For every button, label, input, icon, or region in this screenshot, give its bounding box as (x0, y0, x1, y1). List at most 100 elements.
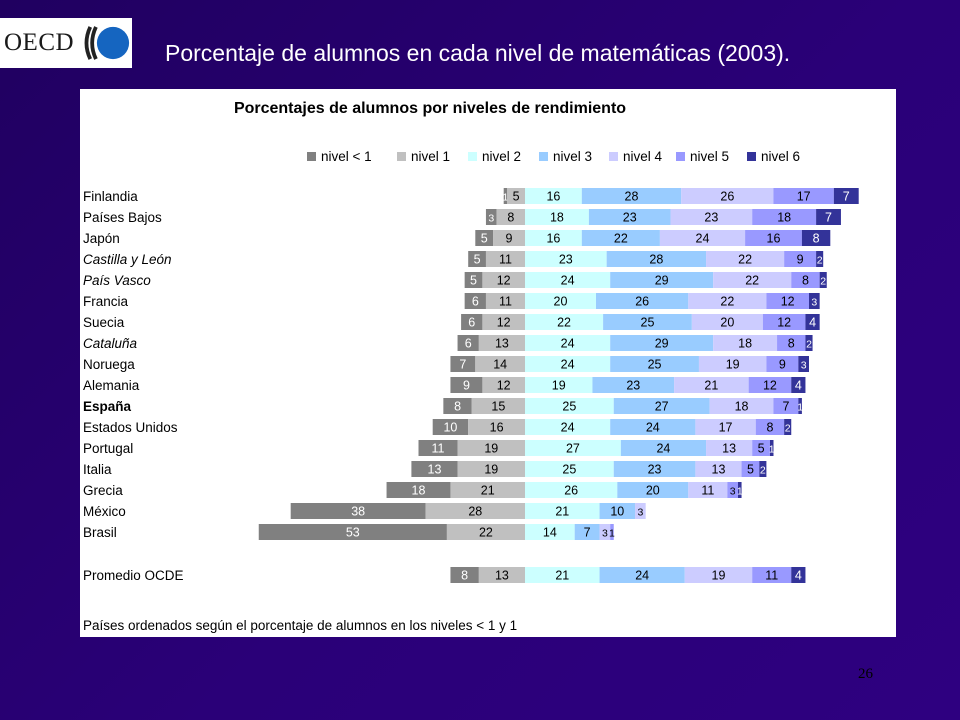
legend-swatch-3 (539, 152, 548, 161)
bar-segment-level-2 (525, 482, 618, 498)
bar-segment-level-0 (450, 356, 476, 372)
bar-segment-level-1 (468, 419, 525, 435)
bar-value-label: 3 (637, 507, 643, 519)
bar-segment-level-6 (816, 209, 841, 225)
chart-row: Italia 13 19 25 23 13 5 2 (83, 461, 767, 477)
bar-value-label: 21 (555, 569, 569, 583)
category-label: México (83, 504, 126, 519)
bar-segment-level-1 (475, 356, 525, 372)
legend-swatch-6 (747, 152, 756, 161)
bar-segment-level-3 (617, 482, 689, 498)
chart-row: Castilla y León 5 11 23 28 22 9 2 (83, 251, 824, 267)
bar-segment-level-2 (525, 398, 614, 414)
bar-segment-level-6 (738, 482, 742, 498)
bar-value-label: 13 (722, 442, 736, 456)
bar-value-label: 22 (479, 526, 493, 540)
bar-segment-level-5 (752, 567, 792, 583)
bar-value-label: 24 (561, 358, 575, 372)
bar-segment-level-3 (581, 188, 682, 204)
bar-value-label: 2 (785, 423, 791, 435)
bar-value-label: 11 (765, 569, 778, 583)
bar-segment-level-3 (599, 567, 685, 583)
bar-value-label: 24 (561, 337, 575, 351)
bar-value-label: 21 (555, 505, 569, 519)
bar-value-label: 7 (459, 358, 466, 372)
chart-panel: Porcentajes de alumnos por niveles de re… (80, 89, 896, 637)
bar-segment-level-2 (525, 209, 589, 225)
chart-row: Países Bajos 3 8 18 23 23 18 7 (83, 209, 841, 225)
category-label: Japón (83, 231, 120, 246)
bar-value-label: 21 (704, 379, 718, 393)
bar-segment-level-1 (478, 567, 525, 583)
bar-value-label: 6 (465, 337, 472, 351)
bar-value-label: 29 (655, 337, 669, 351)
bar-segment-level-5 (741, 461, 760, 477)
bar-value-label: 1 (769, 444, 775, 456)
bar-value-label: 11 (499, 295, 512, 309)
bar-value-label: 5 (474, 253, 481, 267)
bar-value-label: 8 (813, 232, 820, 246)
bar-value-label: 7 (584, 526, 591, 540)
oecd-logo: OECD (0, 18, 132, 68)
bar-segment-level-0 (450, 377, 483, 393)
bar-value-label: 8 (766, 421, 773, 435)
legend-swatch-2 (468, 152, 477, 161)
bar-segment-level-1 (425, 503, 525, 519)
bar-segment-level-4 (688, 482, 728, 498)
bar-segment-level-0 (464, 293, 486, 309)
bar-segment-level-5 (773, 398, 799, 414)
bar-segment-level-5 (791, 272, 820, 288)
bar-value-label: 18 (738, 337, 752, 351)
bar-segment-level-5 (610, 524, 614, 540)
bar-value-label: 5 (758, 442, 765, 456)
bar-value-label: 12 (497, 379, 511, 393)
bar-value-label: 29 (655, 274, 669, 288)
bar-value-label: 12 (763, 379, 777, 393)
bar-segment-level-6 (769, 440, 774, 456)
bar-value-label: 2 (806, 339, 812, 351)
legend-swatch-1 (397, 152, 406, 161)
category-label: País Vasco (83, 273, 151, 288)
bar-value-label: 25 (641, 316, 655, 330)
bar-value-label: 7 (825, 211, 832, 225)
bar-value-label: 9 (463, 379, 470, 393)
bar-segment-level-5 (762, 314, 806, 330)
bar-value-label: 1 (737, 486, 743, 498)
bar-value-label: 7 (843, 190, 850, 204)
bar-segment-level-2 (525, 419, 611, 435)
bar-value-label: 13 (712, 463, 726, 477)
bar-value-label: 22 (738, 253, 752, 267)
bar-value-label: 22 (745, 274, 759, 288)
chart-row: Brasil 53 22 14 7 3 1 (83, 524, 615, 540)
bar-value-label: 28 (625, 190, 639, 204)
category-label: Suecia (83, 315, 125, 330)
bar-value-label: 23 (623, 211, 637, 225)
bar-segment-level-1 (493, 230, 525, 246)
bar-value-label: 38 (351, 505, 365, 519)
bar-segment-level-0 (386, 482, 451, 498)
bar-segment-level-2 (525, 524, 575, 540)
bar-value-label: 5 (747, 463, 754, 477)
bar-value-label: 19 (484, 442, 498, 456)
category-label: Estados Unidos (83, 420, 178, 435)
bar-value-label: 26 (564, 484, 578, 498)
bar-segment-level-1 (482, 377, 525, 393)
bar-segment-level-5 (773, 188, 834, 204)
bar-value-label: 22 (557, 316, 571, 330)
slide-title: Porcentaje de alumnos en cada nivel de m… (165, 40, 791, 66)
chart-row: Estados Unidos 10 16 24 24 17 8 2 (83, 419, 792, 435)
bar-value-label: 23 (626, 379, 640, 393)
bar-segment-level-5 (745, 230, 802, 246)
bar-segment-level-4 (599, 524, 611, 540)
chart-row: Promedio OCDE 8 13 21 24 19 11 4 (83, 567, 806, 583)
bar-value-label: 3 (811, 297, 817, 309)
legend-swatch-5 (676, 152, 685, 161)
chart-row: México 38 28 21 10 3 (83, 503, 646, 519)
bar-segment-level-5 (766, 293, 809, 309)
bar-value-label: 7 (782, 400, 789, 414)
bar-segment-level-4 (713, 272, 792, 288)
bar-value-label: 3 (488, 213, 494, 225)
bar-segment-level-1 (485, 293, 525, 309)
bar-segment-level-6 (798, 398, 802, 414)
bar-value-label: 11 (499, 253, 512, 267)
